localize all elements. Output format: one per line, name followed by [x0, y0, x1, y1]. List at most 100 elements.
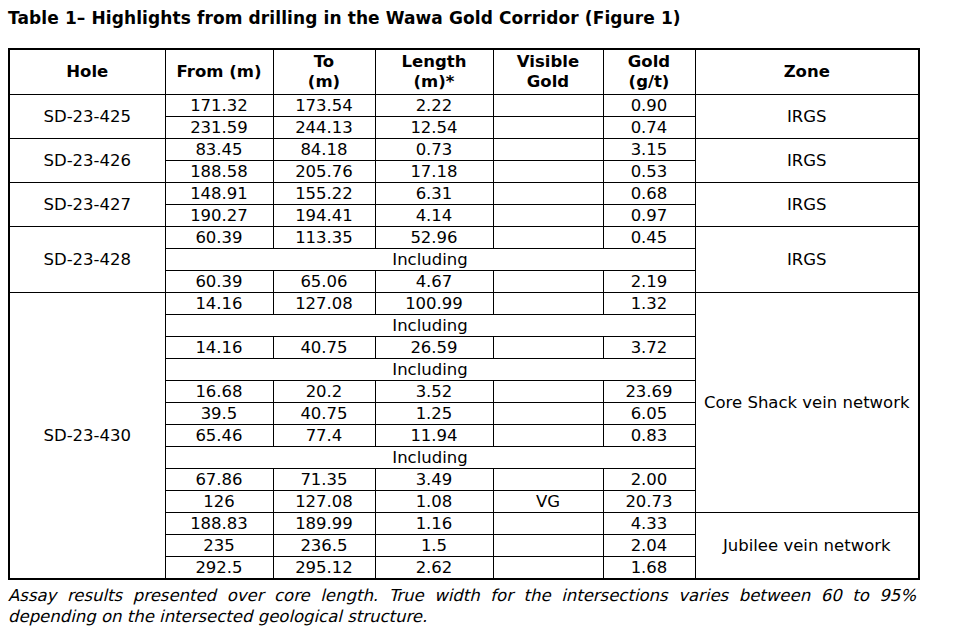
length-cell: 1.16 [375, 513, 493, 535]
from-cell: 188.83 [165, 513, 273, 535]
length-cell: 52.96 [375, 227, 493, 249]
from-cell: 16.68 [165, 381, 273, 403]
gold-cell: 23.69 [603, 381, 695, 403]
from-cell: 65.46 [165, 425, 273, 447]
to-cell: 65.06 [273, 271, 375, 293]
to-cell: 155.22 [273, 183, 375, 205]
from-cell: 231.59 [165, 117, 273, 139]
visible-gold-cell [493, 95, 603, 117]
zone-cell: IRGS [695, 227, 919, 293]
length-cell: 26.59 [375, 337, 493, 359]
from-cell: 14.16 [165, 293, 273, 315]
column-header-length: Length (m)* [375, 49, 493, 95]
including-cell: Including [165, 249, 695, 271]
hole-id-cell: SD-23-428 [9, 227, 165, 293]
to-cell: 236.5 [273, 535, 375, 557]
gold-cell: 0.68 [603, 183, 695, 205]
length-cell: 4.67 [375, 271, 493, 293]
footnote-text: Assay results presented over core length… [8, 585, 916, 627]
including-cell: Including [165, 315, 695, 337]
gold-cell: 20.73 [603, 491, 695, 513]
gold-cell: 3.72 [603, 337, 695, 359]
to-cell: 77.4 [273, 425, 375, 447]
table-row: SD-23-425171.32173.542.220.90IRGS [9, 95, 919, 117]
visible-gold-cell [493, 403, 603, 425]
from-cell: 60.39 [165, 271, 273, 293]
gold-cell: 0.97 [603, 205, 695, 227]
column-header-to: To (m) [273, 49, 375, 95]
visible-gold-cell [493, 139, 603, 161]
from-cell: 67.86 [165, 469, 273, 491]
to-cell: 205.76 [273, 161, 375, 183]
visible-gold-cell [493, 271, 603, 293]
from-cell: 14.16 [165, 337, 273, 359]
to-cell: 189.99 [273, 513, 375, 535]
length-cell: 0.73 [375, 139, 493, 161]
length-cell: 1.08 [375, 491, 493, 513]
gold-cell: 0.74 [603, 117, 695, 139]
gold-cell: 0.53 [603, 161, 695, 183]
length-cell: 17.18 [375, 161, 493, 183]
gold-cell: 3.15 [603, 139, 695, 161]
visible-gold-cell [493, 227, 603, 249]
visible-gold-cell [493, 557, 603, 580]
length-cell: 2.62 [375, 557, 493, 580]
from-cell: 292.5 [165, 557, 273, 580]
gold-cell: 6.05 [603, 403, 695, 425]
column-header-zone: Zone [695, 49, 919, 95]
visible-gold-cell [493, 535, 603, 557]
header-row: HoleFrom (m)To (m)Length (m)*Visible Gol… [9, 49, 919, 95]
gold-cell: 0.83 [603, 425, 695, 447]
visible-gold-cell [493, 117, 603, 139]
length-cell: 12.54 [375, 117, 493, 139]
visible-gold-cell [493, 513, 603, 535]
column-header-gold: Gold (g/t) [603, 49, 695, 95]
to-cell: 40.75 [273, 403, 375, 425]
to-cell: 173.54 [273, 95, 375, 117]
document-page: Table 1– Highlights from drilling in the… [0, 0, 967, 627]
length-cell: 11.94 [375, 425, 493, 447]
from-cell: 126 [165, 491, 273, 513]
from-cell: 39.5 [165, 403, 273, 425]
gold-cell: 0.90 [603, 95, 695, 117]
visible-gold-cell [493, 293, 603, 315]
length-cell: 2.22 [375, 95, 493, 117]
length-cell: 100.99 [375, 293, 493, 315]
from-cell: 188.58 [165, 161, 273, 183]
table-row: SD-23-43014.16127.08100.991.32Core Shack… [9, 293, 919, 315]
visible-gold-cell [493, 183, 603, 205]
drill-results-table: HoleFrom (m)To (m)Length (m)*Visible Gol… [8, 48, 920, 580]
hole-id-cell: SD-23-430 [9, 293, 165, 580]
visible-gold-cell [493, 205, 603, 227]
from-cell: 235 [165, 535, 273, 557]
zone-cell: IRGS [695, 183, 919, 227]
to-cell: 84.18 [273, 139, 375, 161]
length-cell: 1.25 [375, 403, 493, 425]
zone-cell: Core Shack vein network [695, 293, 919, 513]
hole-id-cell: SD-23-426 [9, 139, 165, 183]
length-cell: 3.49 [375, 469, 493, 491]
visible-gold-cell [493, 469, 603, 491]
zone-cell: IRGS [695, 95, 919, 139]
gold-cell: 2.19 [603, 271, 695, 293]
including-cell: Including [165, 447, 695, 469]
hole-id-cell: SD-23-425 [9, 95, 165, 139]
to-cell: 244.13 [273, 117, 375, 139]
gold-cell: 2.04 [603, 535, 695, 557]
from-cell: 60.39 [165, 227, 273, 249]
to-cell: 127.08 [273, 293, 375, 315]
to-cell: 113.35 [273, 227, 375, 249]
column-header-visible-gold: Visible Gold [493, 49, 603, 95]
zone-cell: IRGS [695, 139, 919, 183]
table-row: SD-23-42683.4584.180.733.15IRGS [9, 139, 919, 161]
table-body: SD-23-425171.32173.542.220.90IRGS231.592… [9, 95, 919, 580]
to-cell: 71.35 [273, 469, 375, 491]
to-cell: 40.75 [273, 337, 375, 359]
gold-cell: 1.68 [603, 557, 695, 580]
gold-cell: 4.33 [603, 513, 695, 535]
length-cell: 3.52 [375, 381, 493, 403]
from-cell: 171.32 [165, 95, 273, 117]
to-cell: 295.12 [273, 557, 375, 580]
zone-cell: Jubilee vein network [695, 513, 919, 580]
from-cell: 148.91 [165, 183, 273, 205]
